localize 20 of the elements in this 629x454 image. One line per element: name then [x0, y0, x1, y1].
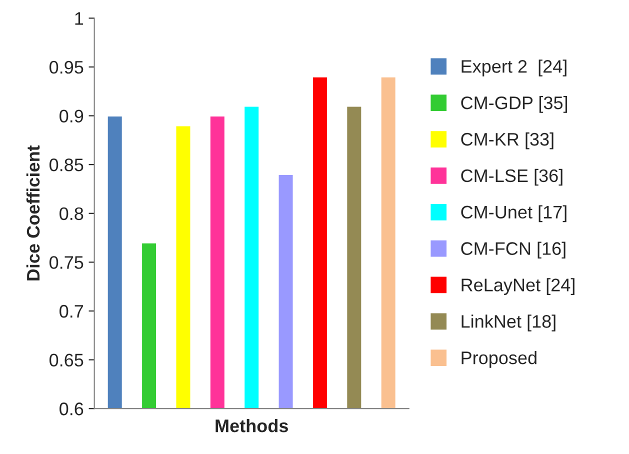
legend-label: Proposed — [462, 350, 536, 368]
legend-label: CM-Unet [17] — [461, 205, 566, 222]
legend-label: CM-KR [33] — [461, 132, 554, 150]
x-axis-title: Methods — [216, 419, 288, 432]
legend-label: CM-FCN [16] — [461, 242, 566, 259]
y-tick-label: 0.8 — [60, 207, 84, 220]
legend-label: Expert 2 [24] — [462, 60, 566, 76]
y-tick-label: 0.9 — [60, 110, 84, 122]
y-axis-title: Dice Coefficient — [26, 145, 40, 280]
legend-label: CM-GDP [35] — [461, 96, 568, 113]
y-tick-label: 0.85 — [50, 158, 84, 172]
y-tick-label: 0.7 — [60, 304, 84, 318]
y-tick-label: 0.65 — [50, 354, 84, 367]
legend-label: CM-LSE [36] — [461, 168, 562, 186]
legend-label: ReLayNet [24] — [462, 278, 574, 295]
legend-label: LinkNet [18] — [462, 314, 556, 332]
y-tick-label: 0.75 — [50, 256, 84, 269]
y-tick-label: 0.95 — [50, 60, 84, 74]
y-tick-label: 1 — [75, 12, 84, 25]
y-tick-label: 0.6 — [60, 402, 84, 416]
